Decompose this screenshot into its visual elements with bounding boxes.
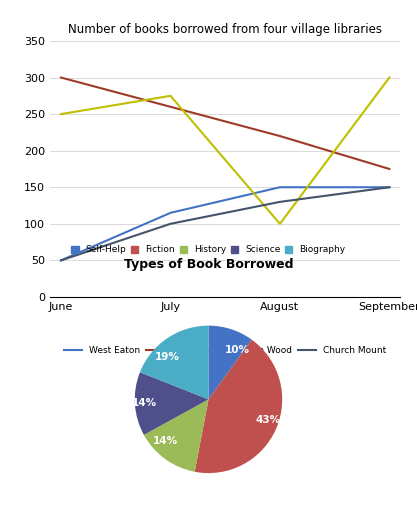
Line: Church Mount: Church Mount: [61, 187, 389, 261]
Ryeslip: [168, 104, 173, 110]
Text: 19%: 19%: [155, 352, 179, 361]
Wedge shape: [195, 340, 282, 473]
Sutton Wood: [277, 221, 282, 227]
Text: 14%: 14%: [132, 398, 157, 408]
Wedge shape: [208, 326, 252, 399]
West Eaton: [168, 210, 173, 216]
Title: Types of Book Borrowed: Types of Book Borrowed: [124, 259, 293, 271]
Sutton Wood: [58, 111, 63, 117]
Line: West Eaton: West Eaton: [61, 187, 389, 261]
Text: 14%: 14%: [153, 436, 178, 446]
West Eaton: [387, 184, 392, 190]
Wedge shape: [135, 372, 208, 435]
Church Mount: [277, 199, 282, 205]
Church Mount: [387, 184, 392, 190]
Text: 43%: 43%: [256, 415, 281, 425]
Text: 10%: 10%: [224, 345, 249, 355]
Title: Number of books borrowed from four village libraries: Number of books borrowed from four villa…: [68, 23, 382, 36]
Legend: Self-Help, Fiction, History, Science, Biography: Self-Help, Fiction, History, Science, Bi…: [68, 242, 349, 258]
Sutton Wood: [168, 93, 173, 99]
Ryeslip: [277, 133, 282, 139]
Church Mount: [58, 258, 63, 264]
West Eaton: [277, 184, 282, 190]
Ryeslip: [387, 166, 392, 172]
Legend: West Eaton, Ryeslip, Sutton Wood, Church Mount: West Eaton, Ryeslip, Sutton Wood, Church…: [60, 343, 390, 359]
Wedge shape: [140, 326, 208, 399]
West Eaton: [58, 258, 63, 264]
Ryeslip: [58, 74, 63, 80]
Line: Ryeslip: Ryeslip: [61, 77, 389, 169]
Sutton Wood: [387, 74, 392, 80]
Church Mount: [168, 221, 173, 227]
Line: Sutton Wood: Sutton Wood: [61, 77, 389, 224]
Wedge shape: [144, 399, 208, 472]
